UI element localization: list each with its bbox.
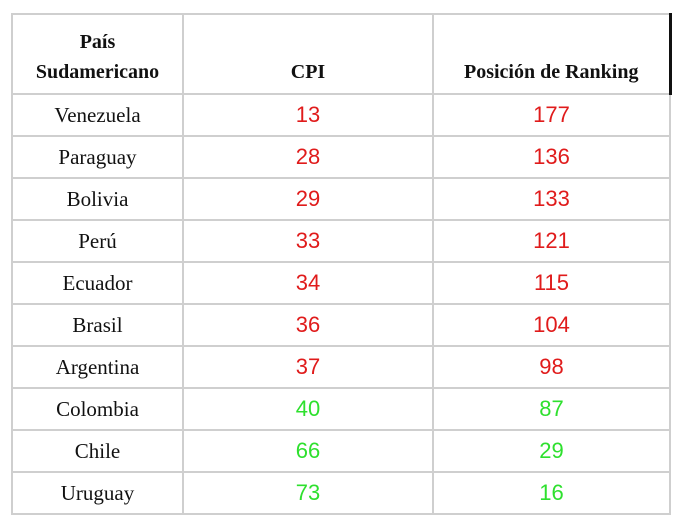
cpi-cell: 37: [182, 345, 434, 389]
country-cell: Venezuela: [11, 93, 184, 137]
table-row: Paraguay 28 136: [11, 135, 671, 179]
header-country: País Sudamericano: [11, 13, 184, 95]
cpi-cell: 66: [182, 429, 434, 473]
table-row: Uruguay 73 16: [11, 471, 671, 515]
country-cell: Ecuador: [11, 261, 184, 305]
cpi-table: País Sudamericano CPI Posición de Rankin…: [11, 13, 672, 515]
rank-cell: 87: [432, 387, 671, 431]
rank-cell: 104: [432, 303, 671, 347]
cpi-cell: 28: [182, 135, 434, 179]
header-cpi: CPI: [182, 13, 434, 95]
cpi-cell: 40: [182, 387, 434, 431]
table-row: Colombia 40 87: [11, 387, 671, 431]
cpi-cell: 33: [182, 219, 434, 263]
rank-cell: 29: [432, 429, 671, 473]
country-cell: Colombia: [11, 387, 184, 431]
table-row: Venezuela 13 177: [11, 93, 671, 137]
country-cell: Uruguay: [11, 471, 184, 515]
table-row: Chile 66 29: [11, 429, 671, 473]
table-row: Ecuador 34 115: [11, 261, 671, 305]
country-cell: Perú: [11, 219, 184, 263]
rank-cell: 121: [432, 219, 671, 263]
header-country-line1: País: [79, 31, 116, 53]
table-row: Perú 33 121: [11, 219, 671, 263]
country-cell: Argentina: [11, 345, 184, 389]
table-header-row: País Sudamericano CPI Posición de Rankin…: [11, 13, 672, 95]
cpi-table-container: País Sudamericano CPI Posición de Rankin…: [11, 13, 672, 515]
cpi-cell: 13: [182, 93, 434, 137]
rank-cell: 133: [432, 177, 671, 221]
rank-cell: 115: [432, 261, 671, 305]
cpi-cell: 29: [182, 177, 434, 221]
country-cell: Paraguay: [11, 135, 184, 179]
rank-cell: 16: [432, 471, 671, 515]
table-row: Brasil 36 104: [11, 303, 671, 347]
rank-cell: 136: [432, 135, 671, 179]
cpi-cell: 36: [182, 303, 434, 347]
table-row: Bolivia 29 133: [11, 177, 671, 221]
country-cell: Bolivia: [11, 177, 184, 221]
table-row: Argentina 37 98: [11, 345, 671, 389]
header-rank: Posición de Ranking: [432, 13, 672, 95]
cpi-cell: 73: [182, 471, 434, 515]
table-body: Venezuela 13 177 Paraguay 28 136 Bolivia 29 133 P…: [11, 93, 671, 515]
rank-cell: 177: [432, 93, 671, 137]
cpi-cell: 34: [182, 261, 434, 305]
country-cell: Brasil: [11, 303, 184, 347]
header-country-line2: Sudamericano: [35, 61, 160, 83]
rank-cell: 98: [432, 345, 671, 389]
country-cell: Chile: [11, 429, 184, 473]
